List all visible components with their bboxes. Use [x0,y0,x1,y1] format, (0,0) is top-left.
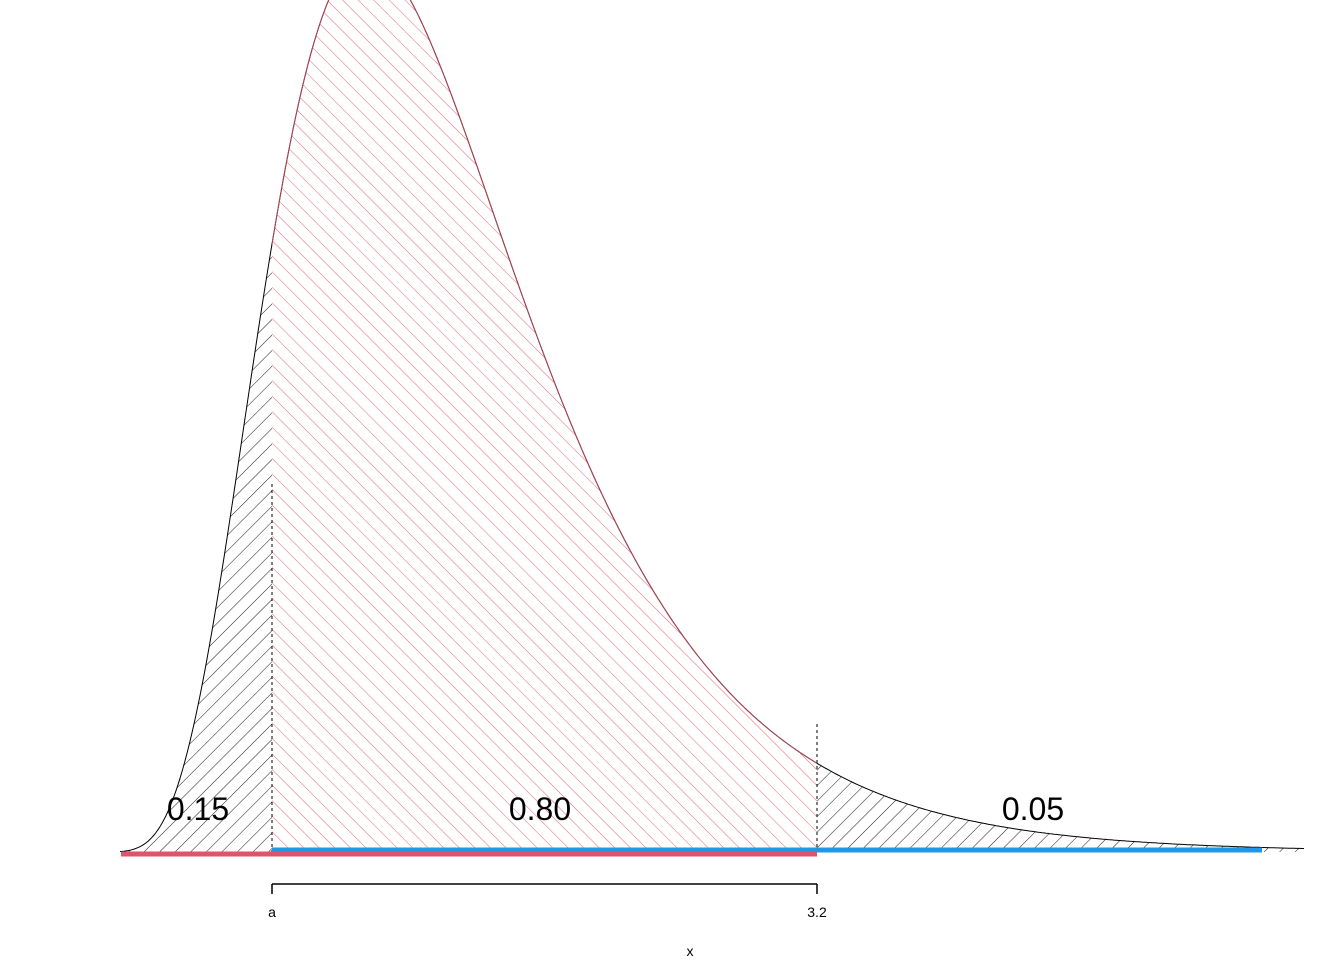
x-tick-label-a: a [268,904,276,920]
x-tick-label-3-2: 3.2 [807,904,827,920]
left-tail-hatch [120,244,272,852]
region-label-middle: 0.80 [509,791,571,827]
right-tail-hatch [817,763,1305,852]
x-axis: a 3.2 x [268,883,827,959]
region-label-right: 0.05 [1002,791,1064,827]
x-axis-title: x [687,943,694,959]
middle-region-hatch [272,0,817,852]
density-curve-middle [272,0,817,764]
region-label-left: 0.15 [167,791,229,827]
plot-area: 0.15 0.80 0.05 [119,0,1305,857]
